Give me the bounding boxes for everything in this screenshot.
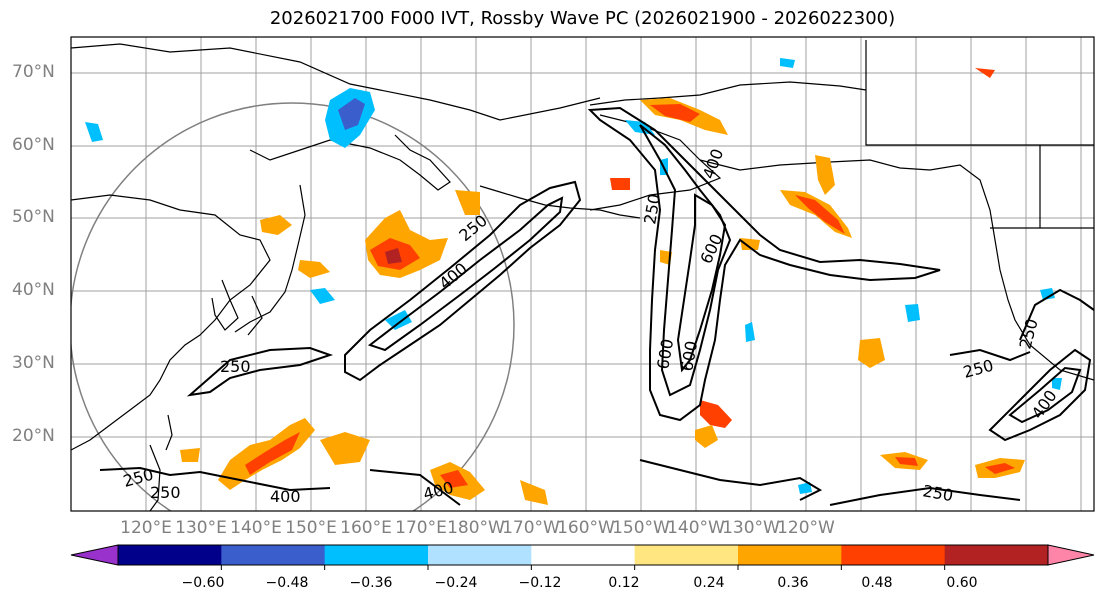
colorbar-tick-label: −0.60 (181, 575, 225, 591)
colorbar-tick-label: 0.60 (946, 575, 978, 591)
colorbar-outline (117, 544, 1049, 566)
lon-label: 150°W (612, 518, 670, 538)
lon-label: 180°W (447, 518, 505, 538)
lon-label: 140°W (667, 518, 725, 538)
lon-label: 120°W (777, 518, 835, 538)
lon-label: 130°E (175, 518, 227, 538)
contour-label: 250 (150, 483, 181, 502)
map-title: 2026021700 F000 IVT, Rossby Wave PC (202… (269, 8, 896, 29)
colorbar-segment (738, 545, 842, 565)
colorbar-segment (634, 545, 739, 565)
lat-label: 70°N (12, 62, 55, 82)
colorbar-tick-label: 0.48 (861, 575, 893, 591)
colorbar-segment (841, 545, 946, 565)
lon-label: 160°W (557, 518, 615, 538)
colorbar-tick-label: 0.12 (608, 575, 640, 591)
lon-label: 170°W (502, 518, 560, 538)
lat-label: 30°N (12, 353, 55, 373)
lon-label: 140°E (230, 518, 282, 538)
reference-circle (71, 102, 515, 511)
colorbar-tick-label: −0.12 (518, 575, 562, 591)
colorbar-tick-label: −0.24 (434, 575, 478, 591)
lat-label: 60°N (12, 135, 55, 155)
lon-label: 120°E (120, 518, 172, 538)
colorbar-extend-low (70, 544, 119, 566)
colorbar-segment (531, 545, 636, 565)
lon-label: 170°E (395, 518, 447, 538)
contour-label: 250 (220, 357, 251, 376)
map-plot-area (71, 37, 1094, 511)
lat-label: 40°N (12, 280, 55, 300)
contour-label: 400 (270, 487, 301, 506)
colorbar-segment (324, 545, 429, 565)
colorbar-segment (428, 545, 532, 565)
colorbar-tick-label: −0.36 (349, 575, 393, 591)
colorbar-segment (118, 545, 222, 565)
ivt-contours (99, 106, 1094, 506)
coastlines (71, 40, 1094, 511)
colorbar-segment (221, 545, 326, 565)
lat-label: 50°N (12, 207, 55, 227)
colorbar-tick-label: 0.36 (777, 575, 809, 591)
colorbar-tick-label: −0.48 (265, 575, 309, 591)
colorbar-extend-high (1047, 544, 1095, 566)
map-frame (70, 36, 1095, 512)
positive-anomalies (180, 68, 1025, 505)
negative-anomalies (85, 58, 1062, 494)
colorbar-tick-label: 0.24 (693, 575, 725, 591)
lon-label: 150°E (285, 518, 337, 538)
colorbar (70, 544, 1095, 570)
lon-label: 130°W (722, 518, 780, 538)
colorbar-segment (944, 545, 1049, 565)
lon-label: 160°E (340, 518, 392, 538)
lat-label: 20°N (12, 426, 55, 446)
